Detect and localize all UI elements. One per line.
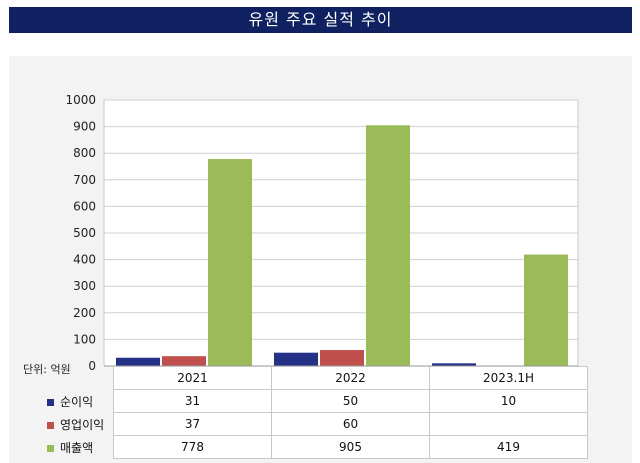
y-tick-label: 900 — [73, 120, 96, 134]
table-cell: 905 — [271, 435, 430, 459]
table-cell: 778 — [113, 435, 272, 459]
table-row-revenue: 매출액 778 905 419 — [25, 435, 588, 459]
series-label: 영업이익 — [60, 417, 105, 432]
category-2023-1h: 2023.1H — [429, 366, 588, 390]
y-tick-label: 300 — [73, 279, 96, 293]
y-tick-label: 1000 — [65, 93, 96, 107]
table-cell — [429, 412, 588, 436]
table-cell: 60 — [271, 412, 430, 436]
table-cell: 37 — [113, 412, 272, 436]
bar-chart: 0 100 200 300 400 500 600 700 800 900 1000 — [65, 93, 579, 373]
chart-panel: 0 100 200 300 400 500 600 700 800 900 1000 단위: 억원 … — [9, 56, 632, 463]
bar-1-1 — [320, 350, 364, 366]
y-tick-label: 0 — [88, 359, 96, 373]
table-cell: 50 — [271, 389, 430, 413]
table-cell: 419 — [429, 435, 588, 459]
table-cell: 31 — [113, 389, 272, 413]
y-tick-label: 100 — [73, 332, 96, 346]
y-tick-label: 600 — [73, 199, 96, 213]
bar-0-2 — [432, 363, 476, 366]
legend-swatch-operating-profit — [47, 421, 54, 429]
table-row-net-income: 순이익 31 50 10 — [25, 389, 588, 413]
series-label: 순이익 — [60, 394, 94, 409]
y-tick-label: 500 — [73, 226, 96, 240]
table-header-row: 2021 2022 2023.1H — [25, 366, 588, 390]
bar-2-1 — [366, 125, 410, 367]
y-tick-label: 400 — [73, 253, 96, 267]
bar-0-1 — [274, 352, 318, 366]
series-label: 매출액 — [60, 440, 94, 455]
table-cell: 10 — [429, 389, 588, 413]
table-row-operating-profit: 영업이익 37 60 — [25, 412, 588, 436]
legend-swatch-revenue — [47, 444, 54, 452]
bar-0-0 — [116, 357, 160, 366]
legend-swatch-net-income — [47, 398, 54, 406]
category-2022: 2022 — [271, 366, 430, 390]
y-tick-label: 800 — [73, 146, 96, 160]
data-table: 2021 2022 2023.1H 순이익 31 50 10 영업이익 37 6… — [25, 366, 588, 459]
bar-1-0 — [162, 356, 206, 366]
y-tick-label: 700 — [73, 173, 96, 187]
bar-2-0 — [208, 159, 252, 366]
unit-label: 단위: 억원 — [23, 363, 71, 376]
category-2021: 2021 — [113, 366, 272, 390]
y-tick-label: 200 — [73, 306, 96, 320]
chart-title: 유원 주요 실적 추이 — [9, 7, 632, 33]
bar-2-2 — [524, 254, 568, 366]
